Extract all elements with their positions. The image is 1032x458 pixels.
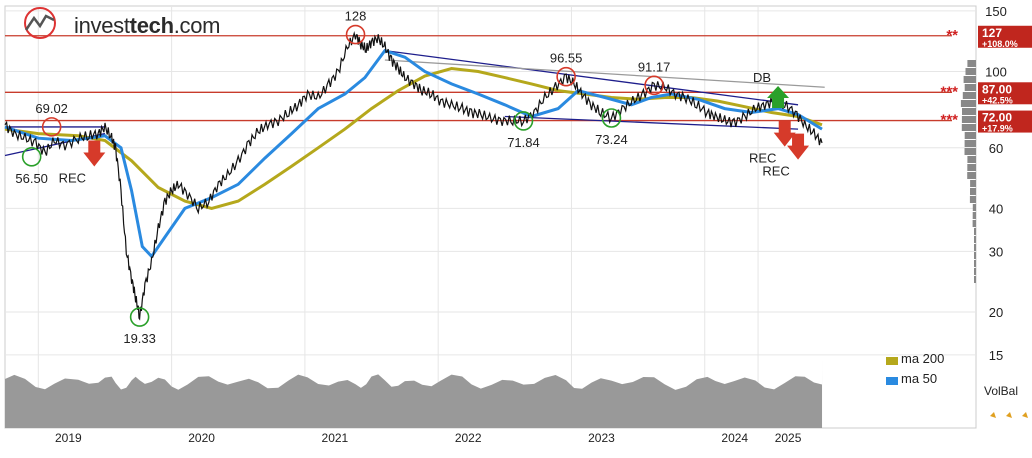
signal-label: REC bbox=[762, 164, 789, 179]
sell-signal-arrow-icon bbox=[83, 140, 106, 167]
investtech-logo[interactable]: investtech.com bbox=[16, 6, 226, 40]
volume-profile-bar bbox=[974, 228, 976, 235]
volume-profile-bar bbox=[964, 84, 976, 91]
legend-item-ma200: ma 200 bbox=[886, 352, 966, 372]
x-tick-label: 2024 bbox=[721, 431, 748, 445]
x-tick-label: 2021 bbox=[322, 431, 349, 445]
level-badge bbox=[978, 82, 1032, 105]
volume-profile-bar bbox=[963, 76, 976, 83]
signal-label: REC bbox=[749, 151, 776, 166]
trend-line bbox=[384, 49, 799, 106]
volume-profile-bar bbox=[962, 92, 976, 99]
y-tick-label: 20 bbox=[989, 305, 1003, 320]
level-badge bbox=[978, 110, 1032, 133]
sell-signal-arrow-icon bbox=[773, 120, 796, 147]
y-tick-label: 60 bbox=[989, 141, 1003, 156]
y-tick-label: 15 bbox=[989, 348, 1003, 363]
volume-profile-bar bbox=[974, 236, 976, 243]
extrema-label: 96.55 bbox=[550, 51, 583, 66]
top-marker bbox=[556, 66, 576, 87]
volume-profile-bar bbox=[974, 268, 976, 275]
legend-label-ma50: ma 50 bbox=[901, 371, 938, 386]
legend-swatch-ma200 bbox=[886, 357, 898, 365]
volume-balance-arrows-icon bbox=[984, 406, 1028, 418]
volume-profile-bar bbox=[964, 132, 976, 139]
sell-signal-arrow-icon bbox=[787, 133, 810, 160]
volume-profile-bar bbox=[972, 212, 976, 219]
level-stars: *** bbox=[940, 112, 958, 129]
volume-profile-bar bbox=[967, 156, 976, 163]
volume-profile-bar bbox=[961, 124, 976, 131]
legend-label-ma200: ma 200 bbox=[901, 351, 945, 366]
chart-legend: ma 200 ma 50 bbox=[886, 352, 966, 392]
price-line bbox=[4, 31, 823, 321]
x-tick-label: 2025 bbox=[775, 431, 802, 445]
extrema-label: 73.24 bbox=[595, 132, 628, 147]
volume-profile-bar bbox=[967, 172, 976, 179]
bottom-marker bbox=[601, 108, 622, 128]
level-stars: ** bbox=[946, 27, 958, 44]
volume-profile-bar bbox=[972, 220, 976, 227]
volume-profile-bar bbox=[967, 60, 976, 67]
extrema-label: 71.84 bbox=[507, 135, 540, 150]
volume-profile-bar bbox=[960, 100, 976, 107]
volume-profile-bar bbox=[961, 116, 976, 123]
trend-line bbox=[504, 115, 799, 130]
legend-swatch-ma50 bbox=[886, 377, 898, 385]
volume-profile-bar bbox=[964, 140, 976, 147]
legend-item-ma50: ma 50 bbox=[886, 372, 966, 392]
extrema-label: 128 bbox=[345, 9, 367, 24]
top-marker bbox=[41, 117, 62, 137]
trend-line bbox=[384, 59, 825, 88]
level-percent: +17.9% bbox=[982, 124, 1013, 134]
bottom-marker bbox=[129, 307, 150, 327]
x-tick-label: 2022 bbox=[455, 431, 482, 445]
volume-profile-bar bbox=[962, 108, 976, 115]
extrema-label: 19.33 bbox=[123, 331, 156, 346]
level-stars: *** bbox=[940, 83, 958, 100]
y-tick-label: 40 bbox=[989, 201, 1003, 216]
y-tick-label: 30 bbox=[989, 244, 1003, 259]
volume-profile-bar bbox=[974, 252, 976, 259]
plot-frame bbox=[4, 5, 977, 429]
volume-profile-bar bbox=[967, 164, 976, 171]
level-percent: +108.0% bbox=[982, 39, 1018, 49]
signal-label: REC bbox=[59, 171, 86, 186]
level-badge bbox=[978, 25, 1032, 48]
y-tick-label: 150 bbox=[985, 4, 1007, 19]
volume-profile-bar bbox=[974, 244, 976, 251]
volume-profile-bar bbox=[972, 204, 976, 211]
top-marker bbox=[345, 24, 366, 45]
volume-profile-bar bbox=[970, 188, 976, 195]
bottom-marker bbox=[513, 111, 534, 131]
extrema-label: 91.17 bbox=[638, 59, 671, 74]
volume-profile-bar bbox=[965, 68, 976, 75]
volume-profile-bar bbox=[974, 276, 976, 283]
extrema-label: 56.50 bbox=[15, 171, 48, 186]
signal-label: DB bbox=[753, 70, 771, 85]
investtech-logo-icon bbox=[24, 7, 56, 39]
level-value: 87.00 bbox=[982, 82, 1012, 96]
volume-profile-bar bbox=[970, 180, 976, 187]
y-tick-label: 100 bbox=[985, 64, 1007, 79]
volume-profile-bar bbox=[974, 260, 976, 267]
level-value: 127 bbox=[982, 26, 1002, 40]
bottom-marker bbox=[21, 146, 42, 167]
volume-balance-label: VolBal bbox=[984, 384, 1019, 398]
volume-profile-bar bbox=[964, 148, 976, 155]
x-tick-label: 2023 bbox=[588, 431, 615, 445]
volume-profile-bar bbox=[969, 196, 976, 203]
top-marker bbox=[644, 75, 664, 96]
ma-line bbox=[4, 48, 823, 259]
x-tick-label: 2020 bbox=[188, 431, 215, 445]
brand-name: investtech.com bbox=[74, 13, 221, 38]
volume-area bbox=[5, 358, 823, 428]
buy-signal-arrow-icon bbox=[767, 86, 790, 109]
extrema-label: 69.02 bbox=[35, 101, 68, 116]
level-value: 72.00 bbox=[982, 111, 1012, 125]
x-tick-label: 2019 bbox=[55, 431, 82, 445]
level-percent: +42.5% bbox=[982, 95, 1013, 105]
